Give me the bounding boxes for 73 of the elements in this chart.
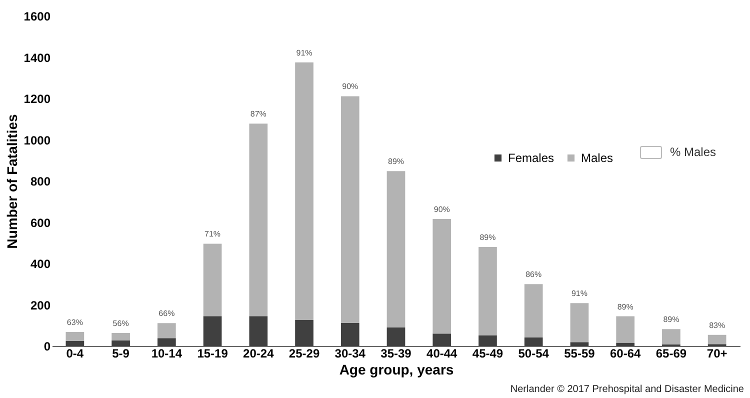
- x-tick-label: 35-39: [380, 346, 412, 360]
- annotation: 56%: [112, 319, 129, 328]
- bar: [203, 316, 222, 346]
- x-tick-label: 10-14: [151, 346, 182, 360]
- legend-label: Males: [581, 151, 614, 165]
- annotation: 89%: [617, 302, 634, 312]
- x-axis-title: Age group, years: [339, 362, 454, 378]
- text: Nerlander © 2017 Prehospital and Disaster Medicine: [510, 384, 744, 395]
- y-tick-label: 0: [44, 340, 51, 354]
- annotation: 71%: [204, 230, 221, 239]
- annotation: 90%: [342, 82, 358, 92]
- annotation: 89%: [480, 233, 496, 242]
- legend-label: Females: [508, 151, 554, 165]
- bar: [432, 334, 452, 346]
- bar: [249, 124, 268, 316]
- bar: [203, 244, 222, 316]
- y-tick-label: 1000: [24, 133, 51, 148]
- bar: [616, 342, 635, 346]
- y-tick-label: 1200: [24, 92, 51, 106]
- y-tick-label: 200: [30, 298, 51, 312]
- x-tick-label: 50-54: [518, 346, 550, 360]
- y-tick-label: 600: [30, 216, 51, 230]
- x-tick-label: 30-34: [334, 346, 366, 360]
- annotation: 89%: [663, 315, 680, 324]
- bar: [112, 340, 130, 346]
- x-tick-label: 55-59: [564, 346, 596, 360]
- bar: [432, 218, 452, 334]
- x-tick-label: 60-64: [610, 346, 641, 360]
- bar: [386, 327, 406, 346]
- annotation: 89%: [388, 157, 404, 166]
- bar: [616, 316, 635, 343]
- y-tick-label: 400: [30, 257, 51, 271]
- bar: [662, 329, 680, 344]
- annotation: 66%: [158, 309, 175, 318]
- bar: [295, 320, 314, 346]
- annotation: 86%: [526, 270, 542, 280]
- y-tick-label: 1600: [24, 10, 51, 24]
- bar: [66, 340, 84, 346]
- x-tick-label: 5-9: [112, 346, 130, 360]
- bar: [524, 284, 543, 338]
- x-tick-label: 20-24: [243, 346, 274, 360]
- bar: [157, 338, 176, 346]
- x-tick-label: 0-4: [66, 346, 84, 360]
- y-axis-title: Number of Fatalities: [4, 114, 20, 249]
- bar: [249, 316, 268, 346]
- bar: [340, 96, 360, 323]
- x-tick-label: 70+: [706, 346, 728, 360]
- annotation: 87%: [250, 110, 266, 119]
- x-tick-label: 15-19: [197, 346, 228, 360]
- x-tick-label: 40-44: [426, 346, 458, 360]
- bar: [340, 322, 360, 346]
- x-tick-label: 65-69: [656, 346, 687, 360]
- annotation: 90%: [434, 204, 450, 214]
- bar: [478, 335, 497, 346]
- annotation: 63%: [66, 318, 83, 327]
- x-tick-label: 25-29: [288, 346, 320, 360]
- bar: [478, 247, 497, 336]
- bar: [524, 338, 543, 346]
- bar: [570, 342, 589, 346]
- bar: [66, 332, 84, 341]
- x-tick-label: 45-49: [472, 346, 504, 360]
- bar: [112, 333, 130, 340]
- bar: [386, 171, 406, 328]
- bar: [157, 323, 176, 338]
- bar: [708, 334, 726, 344]
- bar: [570, 303, 589, 342]
- annotation: % Males: [670, 145, 716, 159]
- annotation: 83%: [709, 320, 726, 330]
- bar: [295, 62, 314, 320]
- y-tick-label: 800: [30, 174, 51, 188]
- y-tick-label: 1400: [24, 50, 51, 65]
- annotation: 91%: [296, 48, 312, 58]
- annotation: 91%: [571, 289, 588, 298]
